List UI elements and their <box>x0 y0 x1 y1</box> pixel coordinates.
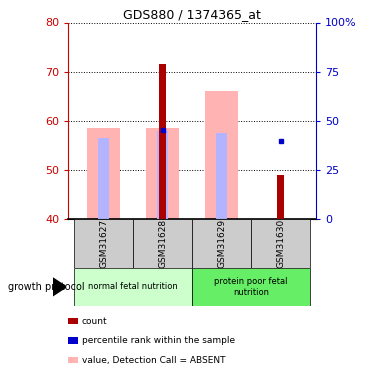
Bar <box>146 128 179 219</box>
Bar <box>159 64 166 219</box>
Bar <box>87 128 120 219</box>
Bar <box>98 138 109 219</box>
Text: GSM31627: GSM31627 <box>99 219 108 268</box>
Text: GSM31629: GSM31629 <box>217 219 226 268</box>
Polygon shape <box>53 278 66 296</box>
Text: percentile rank within the sample: percentile rank within the sample <box>82 336 235 345</box>
Bar <box>216 133 227 219</box>
Bar <box>192 219 251 268</box>
Bar <box>157 131 168 219</box>
Bar <box>74 268 192 306</box>
Bar <box>74 219 133 268</box>
Text: count: count <box>82 316 108 326</box>
Bar <box>206 92 238 219</box>
Bar <box>192 268 310 306</box>
Title: GDS880 / 1374365_at: GDS880 / 1374365_at <box>123 8 261 21</box>
Text: normal fetal nutrition: normal fetal nutrition <box>88 282 178 291</box>
Text: GSM31630: GSM31630 <box>276 219 285 268</box>
Text: protein poor fetal
nutrition: protein poor fetal nutrition <box>214 277 288 297</box>
Bar <box>277 175 284 219</box>
Bar <box>251 219 310 268</box>
Text: growth protocol: growth protocol <box>8 282 84 292</box>
Bar <box>133 219 192 268</box>
Text: value, Detection Call = ABSENT: value, Detection Call = ABSENT <box>82 356 225 364</box>
Text: GSM31628: GSM31628 <box>158 219 167 268</box>
